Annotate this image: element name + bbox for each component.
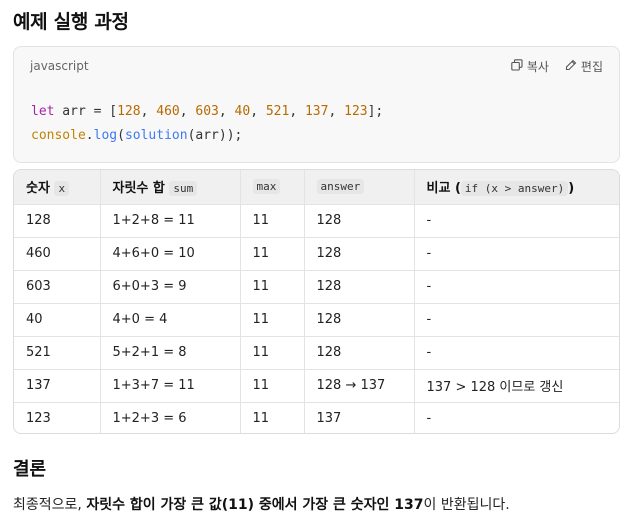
table-cell: 460 [14, 237, 101, 271]
conclusion-heading: 결론 [13, 459, 47, 480]
edit-button[interactable]: 편집 [565, 58, 603, 75]
edit-label: 편집 [580, 60, 603, 74]
table-row: 40 4+0 = 4 11 128- [14, 303, 619, 337]
table-cell: 1+3+7 = 11 [100, 369, 241, 403]
table-cell: - [414, 237, 619, 271]
code-line-2: console.log(solution(arr)); [31, 128, 243, 143]
table-cell: 1+2+8 = 11 [100, 204, 241, 238]
table-cell: 11 [240, 303, 305, 337]
table-cell: 137 [304, 402, 415, 433]
table-cell: - [426, 411, 432, 427]
table-row: 521 5+2+1 = 8 11 128- [14, 336, 619, 370]
header-answer: answer [304, 170, 415, 205]
table-cell: - [414, 303, 619, 337]
header-number: 숫자 x [14, 170, 101, 205]
table-header-row: 숫자 x 자릿수 합 sum max answer 비교 (if (x > an… [14, 170, 619, 205]
table-cell: 40 [14, 303, 101, 337]
copy-button[interactable]: 복사 [511, 58, 549, 75]
code-content: let arr = [128, 460, 603, 40, 521, 137, … [31, 100, 383, 148]
code-language-label: javascript [30, 59, 89, 73]
table-cell: 6+0+3 = 9 [100, 270, 241, 304]
table-cell: 137 [14, 369, 101, 403]
table-cell: 4+0 = 4 [100, 303, 241, 337]
table-cell: 4+6+0 = 10 [100, 237, 241, 271]
table-cell: 521 [14, 336, 101, 370]
table-cell: 128 [304, 204, 415, 238]
table-cell: - [414, 336, 619, 370]
table-row: 137 1+3+7 = 11 11 128 → 137 137 > 128 이므로 갱신 [14, 369, 619, 403]
table-row: 123 1+2+3 = 6 11 137- [14, 402, 619, 433]
table-cell: 128 [304, 336, 415, 370]
code-line-1: let arr = [128, 460, 603, 40, 521, 137, … [31, 104, 384, 119]
table-cell: - [414, 204, 619, 238]
trace-table: 숫자 x 자릿수 합 sum max answer 비교 (if (x > an… [14, 170, 619, 433]
header-digit-sum: 자릿수 합 sum [100, 170, 241, 205]
table-cell: 11 [240, 237, 305, 271]
header-max: max [240, 170, 305, 205]
table-row: 460 4+6+0 = 10 11 128- [14, 237, 619, 271]
copy-label: 복사 [526, 60, 549, 74]
table-cell: 11 [240, 402, 305, 433]
table-row: 603 6+0+3 = 9 11 128- [14, 270, 619, 304]
code-actions: 복사 편집 [511, 58, 603, 75]
code-block: javascript 복사 편집 let arr = [128, 460, 60… [13, 46, 620, 163]
section-heading: 예제 실행 과정 [13, 11, 129, 33]
table-cell: 11 [240, 204, 305, 238]
table-cell: 128 [304, 270, 415, 304]
table-cell: 128 [304, 237, 415, 271]
header-compare: 비교 (if (x > answer)) [414, 170, 619, 205]
trace-table-wrapper: 숫자 x 자릿수 합 sum max answer 비교 (if (x > an… [13, 169, 620, 434]
table-cell: 5+2+1 = 8 [100, 336, 241, 370]
table-cell: 11 [240, 336, 305, 370]
table-cell: 1+2+3 = 6 [100, 402, 241, 433]
table-cell: 123 [14, 402, 101, 433]
copy-icon [511, 59, 523, 74]
table-cell: 11 [240, 270, 305, 304]
table-cell: 128 → 137 [304, 369, 415, 403]
table-cell: 11 [240, 369, 305, 403]
table-cell: - [414, 270, 619, 304]
conclusion-text: 최종적으로, 자릿수 합이 가장 큰 값(11) 중에서 가장 큰 숫자인 13… [13, 497, 510, 513]
pencil-icon [565, 59, 577, 74]
table-cell: 137 > 128 이므로 갱신 [414, 369, 619, 403]
table-cell: 128 [304, 303, 415, 337]
table-cell: 603 [14, 270, 101, 304]
table-cell: 128 [14, 204, 101, 238]
table-row: 128 1+2+8 = 11 11 128- [14, 204, 619, 238]
